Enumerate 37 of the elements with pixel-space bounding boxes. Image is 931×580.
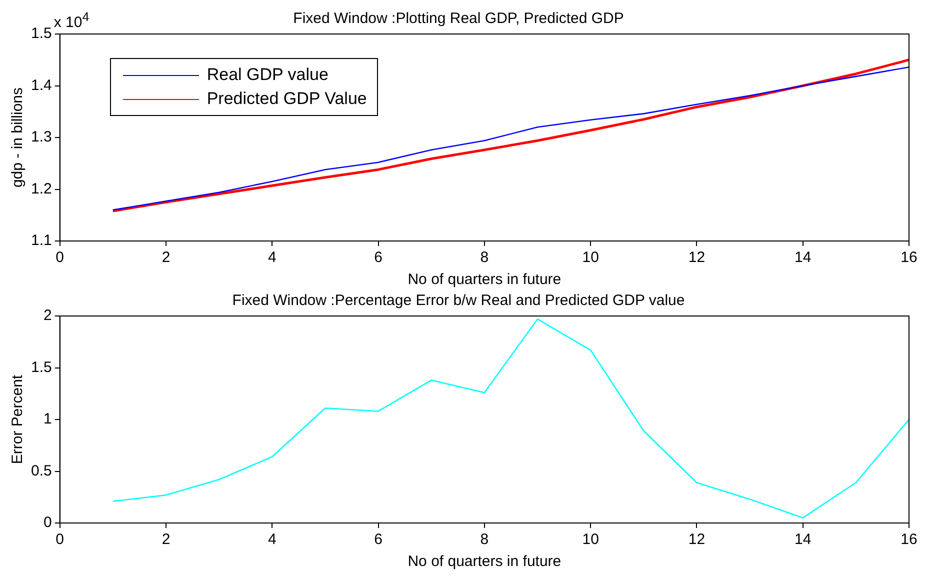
legend-label: Predicted GDP Value [206,88,367,110]
x-tick-label: 4 [268,249,276,266]
y-tick-label: 1.5 [30,25,52,42]
x-tick-label: 16 [900,249,918,266]
x-axis-title: No of quarters in future [408,553,562,570]
x-tick-label: 10 [582,249,599,266]
chart-title: Fixed Window :Percentage Error b/w Real and Predicted GDP value [232,292,685,310]
x-tick-label: 0 [56,531,64,548]
y-axis-title: Error Percent [9,374,26,464]
x-tick-label: 14 [794,531,812,548]
y-tick-label: 1.1 [30,232,52,250]
x-tick-label: 0 [56,249,64,266]
x-tick-label: 6 [374,249,382,266]
x-tick-label: 12 [688,531,706,548]
y-tick-label: 2 [44,307,52,324]
x-axis-title: No of quarters in future [408,271,562,288]
x-tick-label: 6 [374,531,382,548]
x-tick-label: 16 [900,531,918,548]
x-tick-label: 14 [794,249,812,266]
y-tick-label: 1 [44,410,52,428]
y-tick-label: 1.3 [30,128,52,146]
x-tick-label: 2 [162,249,170,266]
x-tick-label: 4 [268,531,276,548]
x-tick-label: 12 [688,249,706,266]
y-tick-label: 0.5 [30,462,52,480]
legend-label: Real GDP value [206,64,328,86]
x-tick-label: 2 [162,531,170,548]
x-tick-label: 8 [480,249,489,266]
y-tick-label: 1.5 [30,358,52,376]
y-tick-label: 0 [44,514,52,532]
y-tick-label: 1.4 [30,76,52,94]
x-tick-label: 10 [582,531,599,548]
x-tick-label: 8 [480,531,489,548]
text: x 10$^{4}$ [54,10,90,31]
y-axis-title: gdp - in billions [9,87,26,188]
y-tick-label: 1.2 [30,180,52,198]
chart-title: Fixed Window :Plotting Real GDP, Predicted GDP [293,10,624,28]
